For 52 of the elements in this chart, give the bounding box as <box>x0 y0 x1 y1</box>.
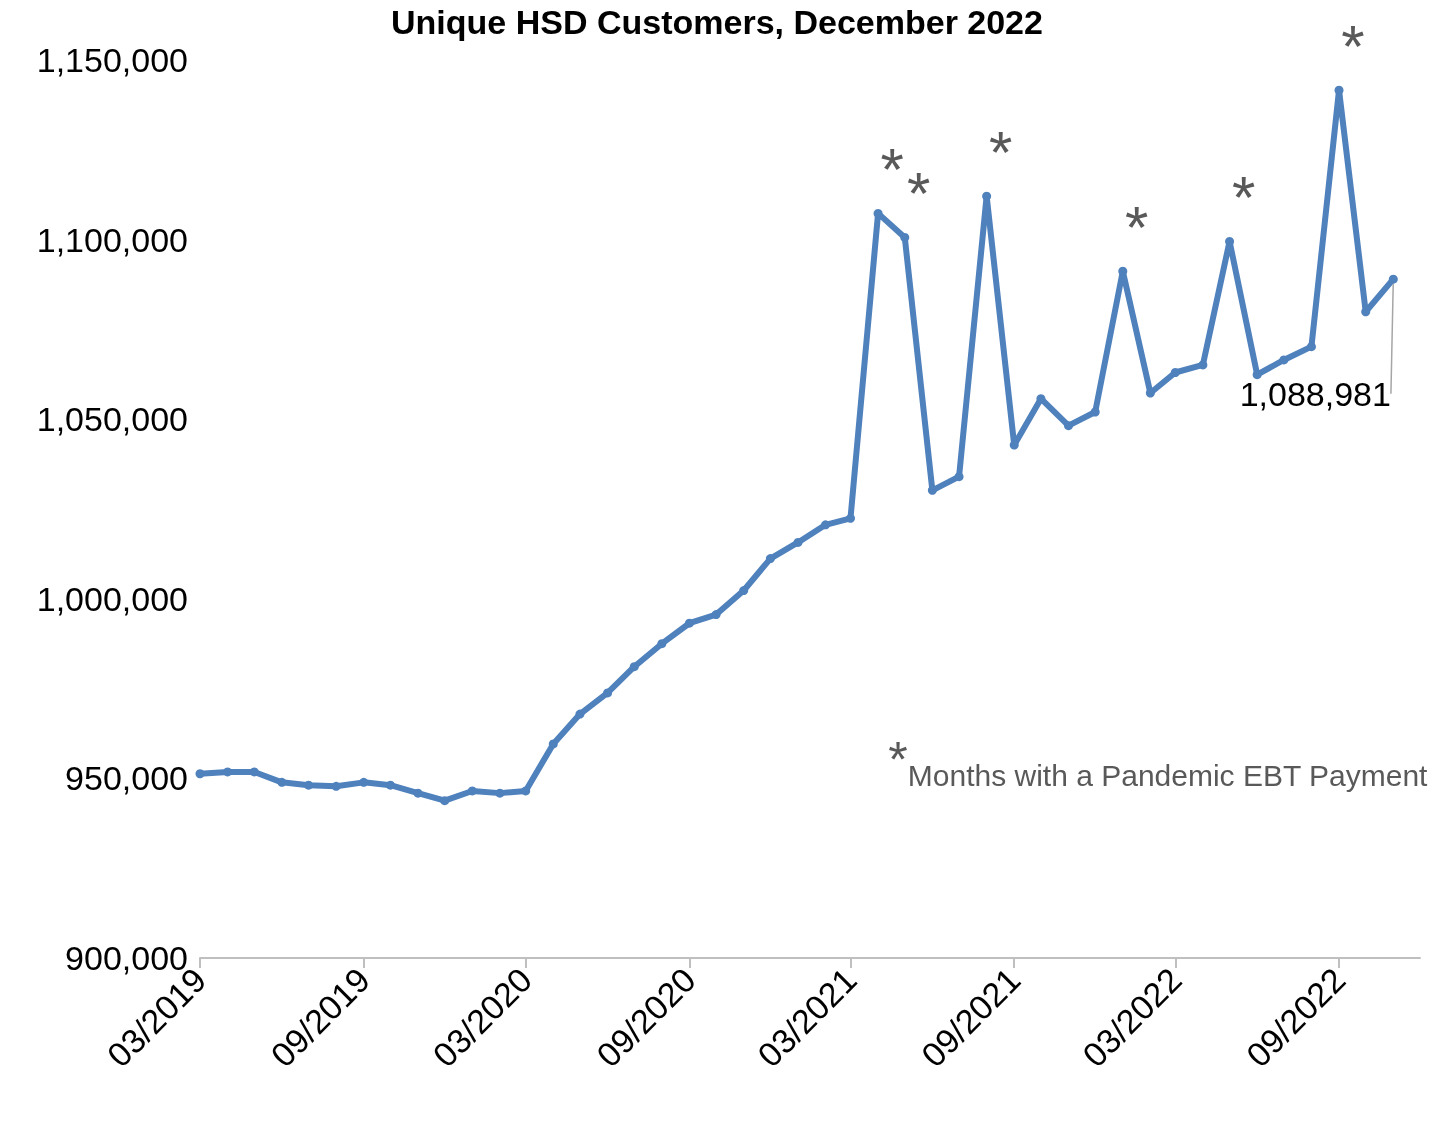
point <box>765 554 775 564</box>
point <box>739 586 749 596</box>
point <box>1090 407 1100 417</box>
annotation: * <box>880 135 904 203</box>
point <box>1334 85 1344 95</box>
y-tick-label: 1,150,000 <box>36 41 188 79</box>
point <box>954 472 964 482</box>
annotation: * <box>907 159 931 227</box>
point <box>331 781 341 791</box>
point <box>1118 266 1128 276</box>
y-tick-label: 1,050,000 <box>36 400 188 439</box>
point <box>413 788 423 798</box>
point <box>304 780 314 790</box>
point <box>793 537 803 547</box>
point <box>359 777 369 787</box>
point <box>657 639 667 649</box>
point <box>385 780 395 790</box>
point <box>1388 274 1398 284</box>
point <box>495 788 505 798</box>
point <box>873 208 883 218</box>
point <box>277 777 287 787</box>
point <box>548 739 558 749</box>
point <box>1064 421 1073 431</box>
point <box>521 786 531 796</box>
data-label: 1,088,981 <box>1239 374 1391 413</box>
point <box>1252 370 1262 380</box>
point <box>821 520 831 530</box>
annotation: * <box>988 118 1013 186</box>
annotation: * <box>1125 193 1149 261</box>
point <box>195 769 205 779</box>
point <box>982 191 992 201</box>
point <box>467 786 477 796</box>
chart-title: Unique HSD Customers, December 2022 <box>391 3 1043 41</box>
point <box>900 232 910 242</box>
point <box>1170 368 1180 377</box>
point <box>711 610 721 620</box>
y-tick-label: 1,000,000 <box>36 579 188 618</box>
point <box>603 688 613 698</box>
point <box>1361 307 1371 317</box>
point <box>440 796 450 806</box>
point <box>1225 236 1235 246</box>
point <box>846 513 855 523</box>
point <box>1279 355 1289 365</box>
y-tick-label: 1,100,000 <box>36 220 188 259</box>
point <box>575 709 585 719</box>
annotation: * <box>1341 12 1365 80</box>
point <box>629 662 639 672</box>
point <box>1198 360 1208 370</box>
point <box>684 618 694 628</box>
point <box>1306 342 1316 352</box>
y-tick-label: 950,000 <box>65 759 188 798</box>
annotation: * <box>1231 163 1256 231</box>
